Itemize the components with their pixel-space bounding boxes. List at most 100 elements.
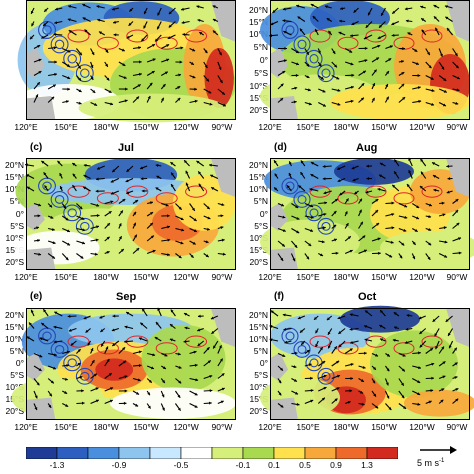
- wind-vector-head: [278, 380, 282, 384]
- wind-vector-head: [147, 96, 151, 100]
- precip-contour-positive: [185, 185, 208, 198]
- wind-vector-head: [386, 71, 389, 75]
- wind-vector-head: [52, 84, 56, 88]
- wind-vector-head: [402, 97, 406, 101]
- wind-vector-head: [87, 342, 91, 346]
- precip-contour-negative: [305, 49, 323, 68]
- wind-vector-head: [190, 62, 194, 65]
- wind-vector-head: [77, 65, 81, 69]
- lon-label: 180°W: [333, 422, 359, 432]
- wind-vector-head: [445, 318, 449, 322]
- wind-vector-head: [440, 399, 444, 403]
- anomaly-region: [110, 387, 236, 419]
- wind-vector-head: [206, 347, 210, 351]
- wind-vector-head: [441, 346, 444, 350]
- colorbar-swatch: [242, 447, 275, 459]
- wind-vector-head: [50, 215, 54, 219]
- panel-e: [11, 307, 236, 420]
- wind-vector-head: [417, 86, 421, 90]
- wind-vector-head: [177, 352, 181, 356]
- wind-vector-head: [401, 368, 405, 372]
- precip-contour-negative: [80, 68, 90, 78]
- wind-vector-head: [118, 236, 122, 240]
- wind-vector-head: [364, 59, 368, 63]
- panel-f: [260, 305, 474, 420]
- wind-vector-head: [152, 44, 156, 47]
- precip-contour-negative: [309, 358, 319, 368]
- wind-vector-head: [433, 4, 437, 8]
- wind-vector-head: [38, 203, 42, 207]
- wind-vector-head: [454, 362, 458, 366]
- lon-label: 180°W: [333, 272, 359, 282]
- wind-vector-head: [182, 33, 186, 37]
- wind-vector-head: [95, 238, 99, 242]
- lat-label: 10°S: [249, 382, 268, 392]
- lon-label: 90°W: [446, 422, 468, 432]
- wind-vector-head: [140, 322, 144, 326]
- wind-vector-head: [445, 16, 449, 20]
- wind-vector-head: [105, 346, 109, 350]
- wind-vector-head: [420, 171, 424, 175]
- wind-vector-head: [90, 76, 94, 80]
- wind-vector-head: [49, 393, 52, 397]
- wind-vector-head: [95, 399, 99, 403]
- wind-vector-head: [126, 191, 130, 195]
- wind-vector-head: [82, 3, 86, 7]
- wind-vector-head: [372, 380, 376, 384]
- wind-vector-head: [97, 166, 101, 170]
- wind-vector-head: [212, 5, 216, 9]
- wind-vector-head: [194, 392, 198, 396]
- wind-vector-head: [135, 403, 139, 407]
- wind-vector-head: [150, 366, 154, 370]
- wind-vector-head: [350, 363, 354, 367]
- wind-vector-head: [113, 20, 116, 24]
- wind-vector-head: [377, 36, 381, 39]
- wind-vector-head: [77, 349, 81, 353]
- wind-vector-head: [197, 18, 201, 22]
- wind-vector-head: [192, 241, 196, 245]
- lon-label: 120°E: [258, 122, 282, 132]
- wind-vector-head: [94, 102, 98, 106]
- wind-vector-head: [405, 327, 409, 331]
- wind-vector-head: [443, 89, 447, 93]
- wind-vector-head: [295, 391, 299, 395]
- wind-vector-head: [206, 206, 210, 210]
- wind-vector-head: [349, 313, 353, 317]
- wind-vector-head: [273, 160, 277, 164]
- wind-vector-head: [315, 29, 318, 33]
- wind-vector-head: [418, 316, 422, 320]
- wind-vector-head: [345, 198, 349, 202]
- wind-vector-head: [112, 314, 116, 318]
- wind-vector-head: [147, 392, 150, 396]
- wind-vector-head: [111, 328, 115, 332]
- wind-vector-head: [338, 331, 342, 334]
- wind-vector-head: [334, 198, 338, 202]
- wind-vector-head: [394, 171, 397, 175]
- wind-vector-head: [125, 87, 128, 91]
- wind-vector-head: [204, 50, 208, 54]
- wind-vector-head: [207, 360, 211, 364]
- precip-contour-positive: [337, 342, 359, 355]
- precip-contour-positive: [421, 29, 443, 43]
- wind-vector-head: [83, 163, 87, 167]
- wind-vector-head: [282, 215, 286, 219]
- wind-vector-head: [39, 354, 43, 358]
- wind-vector-head: [380, 338, 384, 342]
- wind-vector-head: [324, 201, 328, 205]
- wind-vector-head: [280, 404, 284, 408]
- land-mass: [270, 397, 298, 420]
- wind-vector-head: [41, 35, 45, 39]
- wind-vector-head: [362, 235, 366, 239]
- panel-label-d: (d): [274, 142, 287, 153]
- wind-vector-head: [293, 365, 297, 369]
- wind-vector-head: [155, 322, 159, 325]
- wind-vector-head: [421, 18, 425, 22]
- wind-vector-head: [428, 400, 432, 404]
- wind-vector-head: [333, 211, 337, 214]
- wind-vector-head: [209, 389, 213, 393]
- wind-vector-head: [210, 174, 214, 178]
- colorbar-tick: 0.1: [268, 460, 280, 470]
- wind-vector-head: [307, 88, 311, 92]
- wind-vector-head: [149, 82, 153, 86]
- wind-vector-head: [334, 346, 337, 350]
